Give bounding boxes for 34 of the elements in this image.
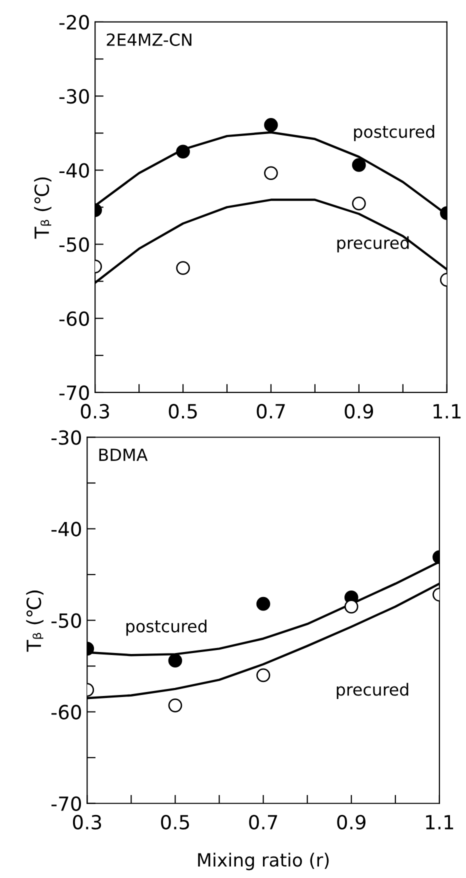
y-tick-label: -30 xyxy=(51,430,81,445)
y-tick-label: -60 xyxy=(51,704,81,720)
x-tick-label: 0.3 xyxy=(72,814,102,830)
y-tick-label: -70 xyxy=(51,796,81,812)
y-axis-title: Tᵦ (℃) xyxy=(34,177,52,239)
x-tick-label: 1.1 xyxy=(426,815,454,830)
annotation: 2E4MZ-CN xyxy=(106,33,192,46)
x-tick-label: 0.5 xyxy=(161,814,189,830)
x-tick-label: 0.7 xyxy=(249,814,278,830)
x-tick-label: 0.9 xyxy=(337,814,366,830)
x-tick-label: 0.3 xyxy=(80,404,109,419)
x-tick-label: 0.5 xyxy=(168,404,197,419)
point xyxy=(264,118,278,132)
x-axis-title: Mixing ratio (r) xyxy=(198,852,329,870)
y-tick-label: -20 xyxy=(59,14,89,30)
x-tick-label: 1.1 xyxy=(434,404,461,418)
y-tick-label: -70 xyxy=(59,385,89,400)
point xyxy=(256,668,270,682)
y-tick-label: -40 xyxy=(51,522,81,536)
y-tick-label: -40 xyxy=(59,163,89,178)
x-tick-label: 0.9 xyxy=(344,404,374,419)
annotation: BDMA xyxy=(99,448,148,461)
point xyxy=(256,596,270,611)
series-label: precured xyxy=(337,236,409,252)
x-tick-label: 0.7 xyxy=(256,404,285,419)
y-tick-label: -50 xyxy=(51,613,81,628)
text: precured xyxy=(336,682,408,700)
y-axis-title: Tᵦ (℃) xyxy=(26,590,44,652)
y-tick-label: -60 xyxy=(59,311,89,326)
y-tick-label: -30 xyxy=(59,89,89,104)
series-label: postcured xyxy=(354,125,434,142)
series-label: postcured xyxy=(126,620,206,636)
point xyxy=(264,166,278,180)
y-tick-label: -50 xyxy=(59,237,89,252)
